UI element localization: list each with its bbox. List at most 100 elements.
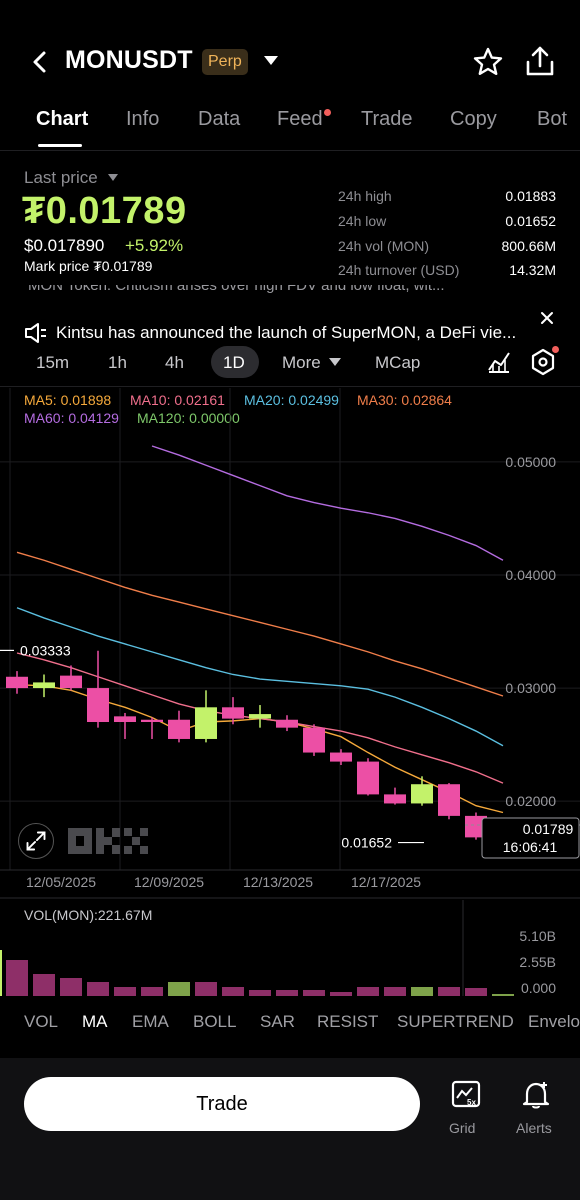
tab-trade[interactable]: Trade [361,108,413,130]
symbol-title[interactable]: MONUSDT [65,46,193,74]
candle [114,716,136,723]
notification-dot [552,346,559,353]
chevron-down-icon[interactable] [329,358,341,366]
stat-value: 800.66M [501,238,556,254]
ma-legend-ma120: MA120: 0.00000 [137,410,240,426]
tab-data[interactable]: Data [198,108,241,130]
tab-bot[interactable]: Bot [537,108,568,130]
volume-bar [60,978,82,996]
tab-underline [38,144,82,147]
price-tick-label: 0.02000 [505,793,556,809]
trade-button[interactable]: Trade [24,1077,420,1131]
ma-line-ma20 [16,607,504,747]
candle [60,675,82,689]
interval-4h[interactable]: 4h [165,353,184,372]
grid-bot-icon[interactable]: 5x [451,1080,481,1110]
tab-copy[interactable]: Copy [450,108,497,130]
indicator-icon[interactable] [486,348,512,374]
volume-bar [87,982,109,996]
okx-logo [68,828,148,854]
share-icon[interactable] [524,44,556,78]
indicator-boll[interactable]: BOLL [193,1012,237,1031]
indicator-ma[interactable]: MA [82,1012,108,1031]
indicator-sar[interactable]: SAR [260,1012,295,1031]
indicator-resist[interactable]: RESIST [317,1012,379,1031]
stat-value: 0.01652 [505,213,556,229]
candle [411,784,433,804]
interval-mcap[interactable]: MCap [375,353,421,372]
ma-legend-ma5: MA5: 0.01898 [24,392,112,408]
indicator-vol[interactable]: VOL [24,1012,59,1031]
expand-icon[interactable] [18,823,54,859]
stat-value: 0.01883 [505,188,556,204]
bell-icon[interactable] [521,1080,551,1110]
volume-bar [249,990,271,996]
grid-badge: 5x [467,1098,476,1107]
price-axis: 0.05000 0.04000 0.03000 0.02000 12/05/2025 12… [26,454,556,890]
candle [87,688,109,723]
volume-bar [195,982,217,996]
volume-label: VOL(MON):221.67M [24,907,152,923]
star-icon[interactable] [472,46,504,78]
candlestick-chart[interactable]: 0.05000 0.04000 0.03000 0.02000 12/05/2025 12… [0,388,580,1000]
volume-bar [357,987,379,996]
tab-feed[interactable]: Feed [277,108,323,130]
interval-1d[interactable]: 1D [223,353,245,372]
tab-bar: Chart Info Data Feed Trade Copy Bot [0,108,580,147]
chevron-down-icon[interactable] [108,174,118,181]
volume-bar [0,950,2,996]
stat-label: 24h low [338,213,387,229]
interval-selected-bg [211,346,259,378]
grid-label[interactable]: Grid [449,1120,476,1136]
volume-bars: VOL(MON):221.67M 5.10B 2.55B 0.000 [0,907,556,996]
date-tick-label: 12/17/2025 [351,874,421,890]
news-ticker-previous[interactable]: MON Token: Criticism arises over high FD… [28,285,548,299]
candle [195,707,217,739]
volume-bar [330,992,352,996]
close-icon[interactable] [538,309,556,327]
notification-dot [324,109,331,116]
price-markers: 0.03333 0.01652 0.01789 16:06:41 [0,642,580,859]
dropdown-icon[interactable] [264,56,278,65]
last-price: ₮0.01789 [22,190,187,232]
speaker-icon [25,323,46,343]
last-price-label[interactable]: Last price [24,168,98,187]
volume-bar [141,987,163,996]
ma-legend-ma30: MA30: 0.02864 [357,392,452,408]
tab-info[interactable]: Info [126,108,160,130]
ma-legend-ma10: MA10: 0.02161 [130,392,225,408]
interval-15m[interactable]: 15m [36,353,70,372]
back-icon[interactable] [26,48,54,76]
volume-bar [168,982,190,996]
mark-price: Mark price ₮0.01789 [24,258,153,274]
candle [357,761,379,795]
current-price-label: 0.01789 [523,821,574,837]
ma-line-ma30 [16,551,504,697]
candle [168,719,190,739]
tab-chart[interactable]: Chart [36,108,89,130]
volume-bar [33,974,55,996]
divider [0,386,580,387]
volume-bar [492,994,514,996]
indicator-supertrend[interactable]: SUPERTREND [397,1012,514,1031]
candle [330,752,352,762]
volume-bar [303,990,325,996]
countdown-label: 16:06:41 [503,839,558,855]
alerts-label[interactable]: Alerts [516,1120,552,1136]
high-marker-label: 0.03333 [20,642,71,658]
interval-more[interactable]: More [282,353,321,372]
ma-lines [16,445,504,814]
stat-value: 14.32M [509,262,556,278]
indicator-envelope[interactable]: Envelo [528,1012,580,1031]
stat-label: 24h turnover (USD) [338,262,460,278]
volume-bar [276,990,298,996]
indicator-ema[interactable]: EMA [132,1012,169,1031]
price-tick-label: 0.05000 [505,454,556,470]
news-ticker[interactable]: Kintsu has announced the launch of Super… [56,323,517,342]
settings-icon[interactable] [530,348,556,376]
candle [303,727,325,753]
interval-1h[interactable]: 1h [108,353,127,372]
stat-label: 24h high [338,188,392,204]
usd-price: $0.017890 [24,236,105,255]
volume-bar [114,987,136,996]
